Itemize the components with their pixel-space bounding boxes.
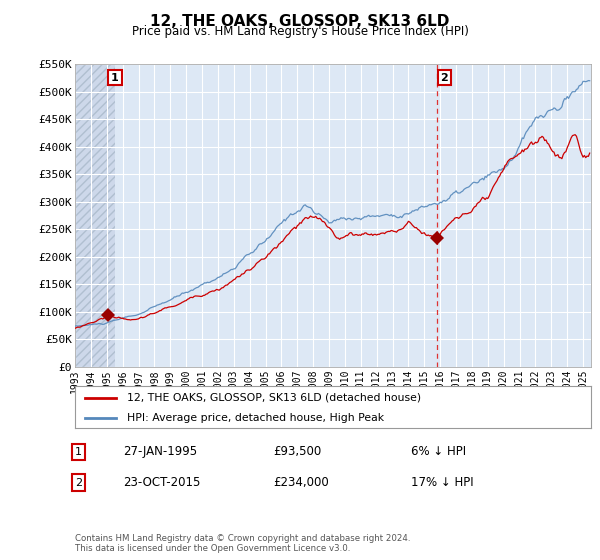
Text: 17% ↓ HPI: 17% ↓ HPI <box>411 476 473 489</box>
Text: 6% ↓ HPI: 6% ↓ HPI <box>411 445 466 459</box>
Bar <box>75 64 115 367</box>
Text: 1: 1 <box>111 73 119 83</box>
Text: 23-OCT-2015: 23-OCT-2015 <box>123 476 200 489</box>
Text: 12, THE OAKS, GLOSSOP, SK13 6LD: 12, THE OAKS, GLOSSOP, SK13 6LD <box>151 14 449 29</box>
Text: 12, THE OAKS, GLOSSOP, SK13 6LD (detached house): 12, THE OAKS, GLOSSOP, SK13 6LD (detache… <box>127 393 421 403</box>
Text: 2: 2 <box>440 73 448 83</box>
Text: HPI: Average price, detached house, High Peak: HPI: Average price, detached house, High… <box>127 413 384 423</box>
Text: £234,000: £234,000 <box>273 476 329 489</box>
Text: £93,500: £93,500 <box>273 445 321 459</box>
Text: 1: 1 <box>75 447 82 457</box>
Text: 2: 2 <box>75 478 82 488</box>
Text: Contains HM Land Registry data © Crown copyright and database right 2024.
This d: Contains HM Land Registry data © Crown c… <box>75 534 410 553</box>
Text: Price paid vs. HM Land Registry's House Price Index (HPI): Price paid vs. HM Land Registry's House … <box>131 25 469 38</box>
Text: 27-JAN-1995: 27-JAN-1995 <box>123 445 197 459</box>
